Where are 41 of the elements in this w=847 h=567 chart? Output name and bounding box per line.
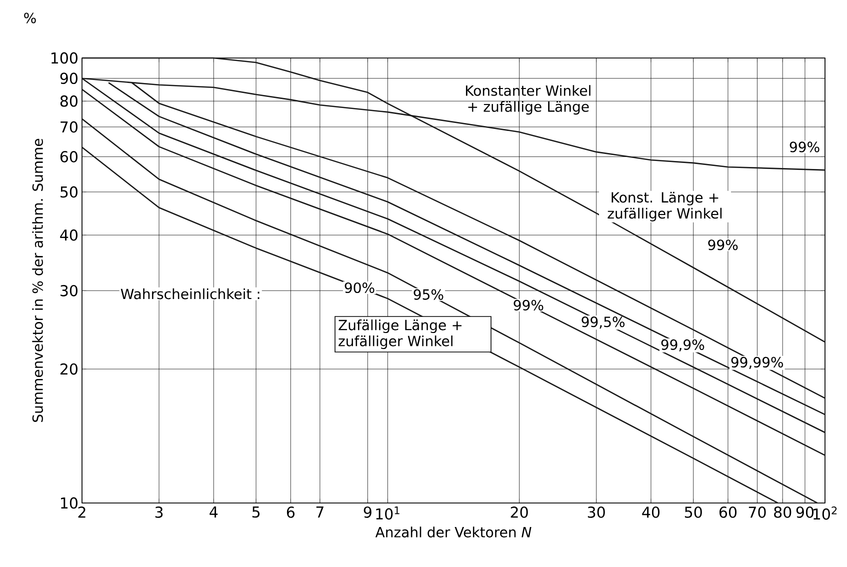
series-label: Konst. Länge + zufälliger Winkel <box>608 192 722 222</box>
x-tick-label: 70 <box>748 506 766 518</box>
annotation: Zufällige Länge + zufälliger Winkel <box>338 319 462 350</box>
x-tick-label: 2 <box>78 506 86 518</box>
x-tick-label: 6 <box>286 506 294 518</box>
y-tick-label: 30 <box>60 284 78 296</box>
x-tick-label: 30 <box>588 506 605 518</box>
series-label: 90% <box>344 282 374 294</box>
x-tick-label: 50 <box>684 506 702 518</box>
x-tick-label: 80 <box>774 506 792 518</box>
y-tick-label: 100 <box>51 52 78 64</box>
series-label: 99,9% <box>661 339 704 352</box>
y-tick-label: 60 <box>60 151 78 162</box>
x-tick-label: 3 <box>155 506 163 518</box>
y-tick-label: 70 <box>60 121 78 133</box>
annotation: 99% <box>790 142 820 152</box>
annotation: 99% <box>708 240 738 250</box>
series-label: 99% <box>514 300 544 310</box>
x-axis-title: Anzahl der Vektoren N <box>375 526 532 538</box>
x-tick-label: 4 <box>210 506 218 518</box>
y-tick-label: 40 <box>60 229 78 241</box>
series-label: 95% <box>414 289 444 300</box>
x-tick-label: 90 <box>796 506 814 518</box>
y-tick-label: 20 <box>60 363 78 375</box>
x-tick-label: 10$^{1}$ <box>376 506 400 520</box>
annotation: Wahrscheinlichkeit : <box>120 288 260 300</box>
text: % <box>24 12 36 24</box>
x-tick-label: 10$^{2}$ <box>814 506 837 520</box>
y-tick-label: 90 <box>60 72 78 84</box>
x-tick-label: 40 <box>642 506 660 518</box>
x-tick-label: 7 <box>316 506 324 518</box>
y-tick-label: 10 <box>61 497 78 509</box>
y-tick-label: 80 <box>60 95 78 107</box>
x-tick-label: 5 <box>252 506 260 518</box>
x-tick-label: 60 <box>719 506 737 518</box>
y-axis-title: Summenvektor in % der arithm. Summe <box>32 138 43 422</box>
series-label: 99,5% <box>582 316 625 329</box>
x-tick-label: 9 <box>364 506 372 518</box>
y-tick-label: 50 <box>60 186 78 198</box>
series-label: 99,99% <box>731 356 784 369</box>
x-tick-label: 20 <box>510 506 528 518</box>
